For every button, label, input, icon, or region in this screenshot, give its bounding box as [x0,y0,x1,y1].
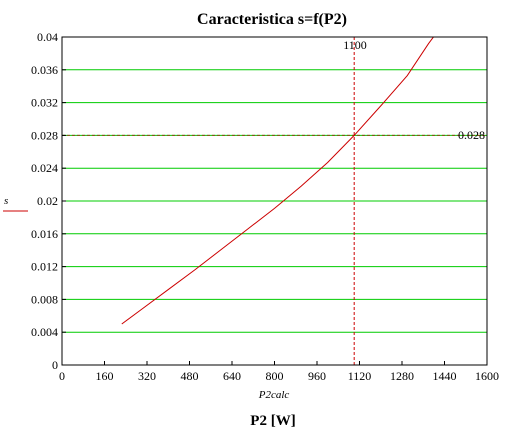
x-tick-label-9: 1440 [433,369,457,383]
y-tick-label-9: 0.036 [31,63,58,77]
marker-lines [62,37,487,365]
y-tick-label-4: 0.016 [31,227,58,241]
y-tick-label-2: 0.008 [31,292,58,306]
x-tick-label-4: 640 [223,369,241,383]
y-tick-label-5: 0.02 [37,194,58,208]
x-tick-label-3: 480 [181,369,199,383]
x-tick-label-10: 1600 [475,369,499,383]
vertical-marker-label: 1100 [343,38,367,52]
series-line-0 [121,37,435,325]
x-axis-ticks: 0 160 320 480 640 800 960 1120 1280 1440 1600 [59,361,499,383]
x-variable-label: P2calc [258,389,290,401]
x-tick-label-7: 1120 [348,369,372,383]
x-tick-label-6: 960 [308,369,326,383]
chart-title: Caracteristica s=f(P2) [197,11,347,28]
y-tick-label-6: 0.024 [31,161,58,175]
x-tick-label-8: 1280 [390,369,414,383]
y-tick-label-0: 0 [52,358,58,372]
y-tick-label-10: 0.04 [37,30,58,44]
y-tick-label-7: 0.028 [31,128,58,142]
y-tick-label-1: 0.004 [31,325,58,339]
x-tick-label-2: 320 [138,369,156,383]
x-axis-label: P2 [W] [250,413,295,429]
series-layer [121,37,435,325]
x-tick-label-1: 160 [96,369,114,383]
y-axis-ticks: 0 0.004 0.008 0.012 0.016 0.02 0.024 0.028 0.032… [31,30,66,372]
x-tick-label-5: 800 [266,369,284,383]
y-tick-label-8: 0.032 [31,96,58,110]
x-tick-label-0: 0 [59,369,65,383]
series-legend-label: s [4,195,8,207]
grid-lines [62,69,487,333]
y-tick-label-3: 0.012 [31,260,58,274]
horizontal-marker-label: 0.028 [458,128,485,142]
